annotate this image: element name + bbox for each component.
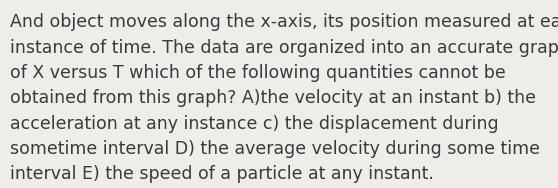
Text: of X versus T which of the following quantities cannot be: of X versus T which of the following qua… — [10, 64, 506, 82]
Text: acceleration at any instance c) the displacement during: acceleration at any instance c) the disp… — [10, 115, 499, 133]
Text: interval E) the speed of a particle at any instant.: interval E) the speed of a particle at a… — [10, 165, 434, 183]
Text: obtained from this graph? A)the velocity at an instant b) the: obtained from this graph? A)the velocity… — [10, 89, 536, 107]
Text: sometime interval D) the average velocity during some time: sometime interval D) the average velocit… — [10, 140, 540, 158]
Text: And object moves along the x-axis, its position measured at each: And object moves along the x-axis, its p… — [10, 13, 558, 31]
Text: instance of time. The data are organized into an accurate graph: instance of time. The data are organized… — [10, 39, 558, 57]
